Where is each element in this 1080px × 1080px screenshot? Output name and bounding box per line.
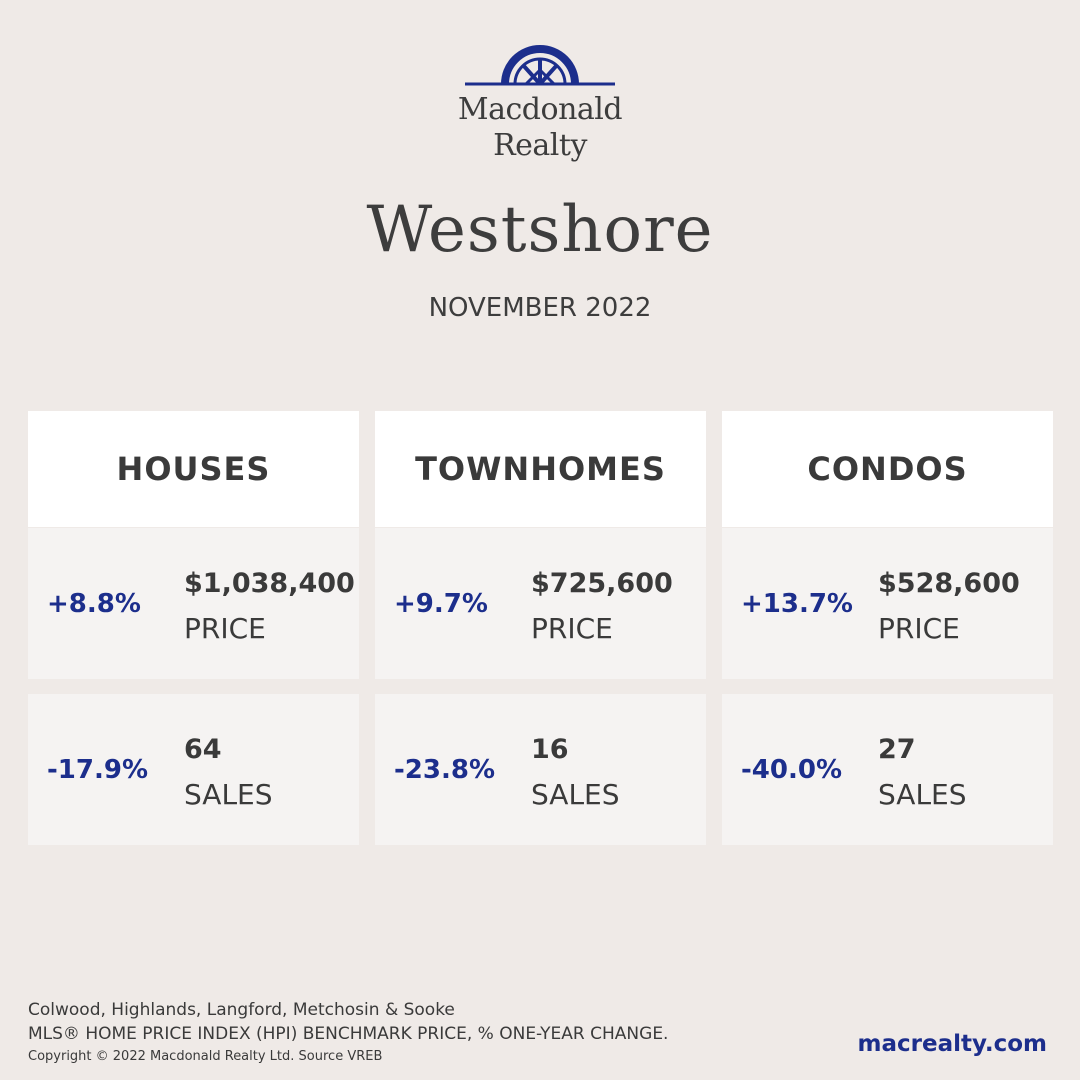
category-column-townhomes: TOWNHOMES +9.7% $725,600 PRICE -23.8% 16…: [375, 411, 706, 845]
price-value: $1,038,400: [184, 568, 355, 599]
page-title: Westshore: [366, 193, 714, 267]
category-header: TOWNHOMES: [375, 411, 706, 527]
footer-note: MLS® HOME PRICE INDEX (HPI) BENCHMARK PR…: [28, 1024, 669, 1044]
price-value: $725,600: [531, 568, 673, 599]
category-header: CONDOS: [722, 411, 1053, 527]
footer: Colwood, Highlands, Langford, Metchosin …: [28, 998, 668, 1068]
footer-areas: Colwood, Highlands, Langford, Metchosin …: [28, 1000, 455, 1020]
price-change: +8.8%: [47, 588, 141, 619]
sales-value: 64: [184, 734, 222, 765]
sales-change: -40.0%: [741, 754, 842, 785]
price-value: $528,600: [878, 568, 1020, 599]
sales-card: -23.8% 16 SALES: [375, 694, 706, 845]
price-label: PRICE: [184, 612, 266, 645]
sales-label: SALES: [531, 778, 620, 811]
footer-copyright: Copyright © 2022 Macdonald Realty Ltd. S…: [28, 1049, 383, 1064]
price-label: PRICE: [531, 612, 613, 645]
price-change: +13.7%: [741, 588, 853, 619]
category-column-condos: CONDOS +13.7% $528,600 PRICE -40.0% 27 S…: [722, 411, 1053, 845]
price-card: +9.7% $725,600 PRICE: [375, 528, 706, 679]
category-header: HOUSES: [28, 411, 359, 527]
sales-change: -17.9%: [47, 754, 148, 785]
sales-value: 27: [878, 734, 916, 765]
website-link[interactable]: macrealty.com: [857, 1031, 1047, 1057]
price-change: +9.7%: [394, 588, 488, 619]
brand-name-line1: Macdonald: [457, 92, 623, 127]
brand-name-line2: Realty: [493, 128, 587, 163]
category-column-houses: HOUSES +8.8% $1,038,400 PRICE -17.9% 64 …: [28, 411, 359, 845]
sales-card: -17.9% 64 SALES: [28, 694, 359, 845]
brand-logo: Macdonald Realty: [0, 38, 1080, 164]
sales-change: -23.8%: [394, 754, 495, 785]
price-card: +8.8% $1,038,400 PRICE: [28, 528, 359, 679]
sales-label: SALES: [878, 778, 967, 811]
price-label: PRICE: [878, 612, 960, 645]
sales-value: 16: [531, 734, 569, 765]
sunrise-arch-logo-icon: [465, 45, 615, 86]
sales-label: SALES: [184, 778, 273, 811]
page-subtitle: NOVEMBER 2022: [428, 293, 652, 323]
price-card: +13.7% $528,600 PRICE: [722, 528, 1053, 679]
sales-card: -40.0% 27 SALES: [722, 694, 1053, 845]
